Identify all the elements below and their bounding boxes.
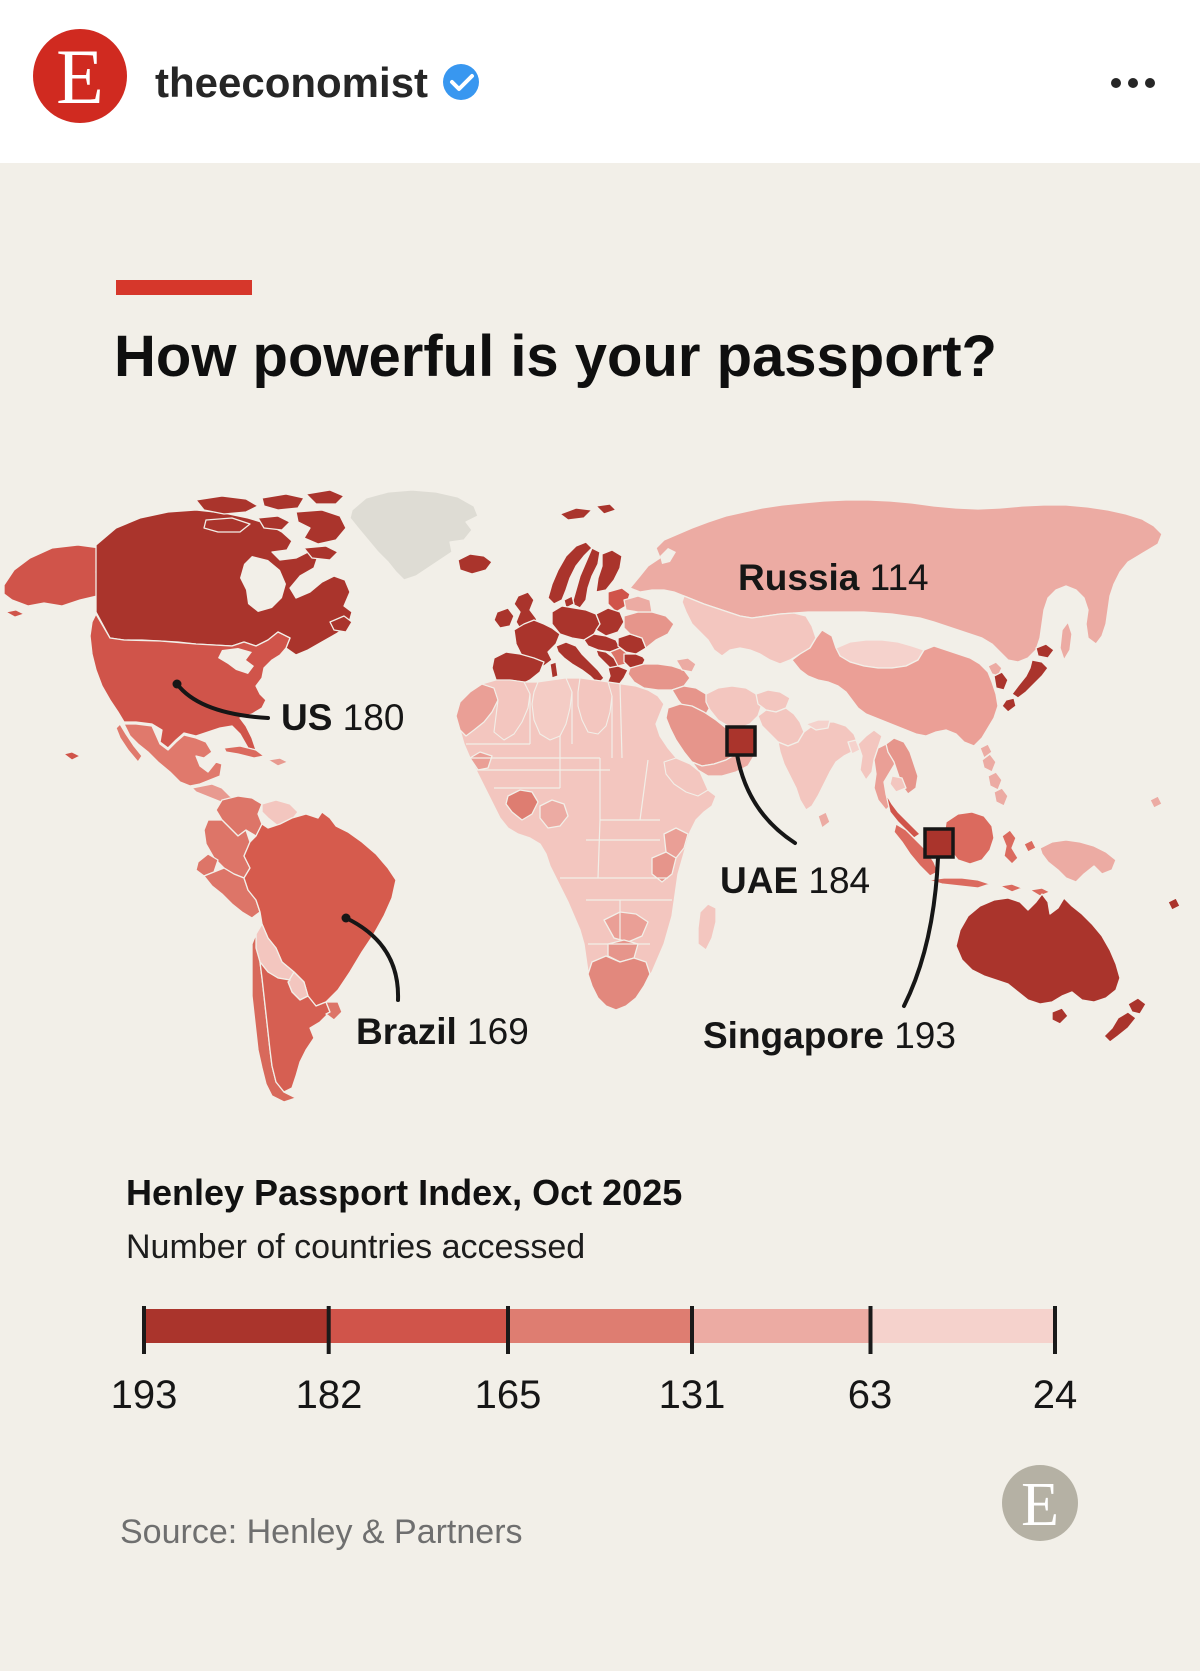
svg-text:63: 63	[848, 1373, 893, 1417]
svg-text:165: 165	[475, 1373, 542, 1417]
svg-text:193: 193	[111, 1373, 178, 1417]
svg-text:Number of countries accessed: Number of countries accessed	[126, 1228, 585, 1266]
svg-text:theeconomist: theeconomist	[155, 59, 428, 106]
svg-text:Henley Passport Index, Oct 202: Henley Passport Index, Oct 2025	[126, 1172, 682, 1213]
svg-text:UAE 184: UAE 184	[720, 860, 870, 901]
svg-text:US 180: US 180	[281, 697, 404, 738]
svg-text:E: E	[1021, 1471, 1059, 1539]
svg-text:24: 24	[1033, 1373, 1078, 1417]
svg-text:Singapore 193: Singapore 193	[703, 1015, 956, 1056]
svg-text:Source: Henley & Partners: Source: Henley & Partners	[120, 1513, 523, 1551]
svg-text:E: E	[56, 33, 104, 120]
svg-text:182: 182	[296, 1373, 363, 1417]
svg-text:Brazil 169: Brazil 169	[356, 1011, 529, 1052]
svg-text:How powerful is your passport?: How powerful is your passport?	[114, 324, 997, 389]
svg-text:131: 131	[659, 1373, 726, 1417]
svg-text:Russia 114: Russia 114	[738, 557, 929, 598]
